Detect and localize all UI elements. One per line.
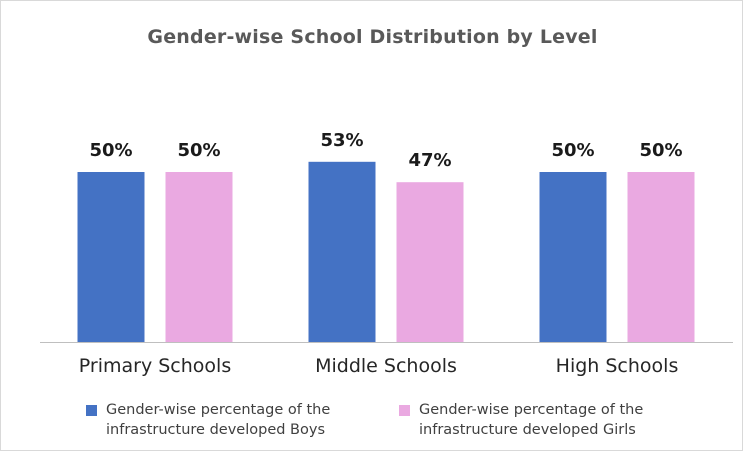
legend-label-girls: Gender-wise percentage of the infrastruc…: [419, 400, 643, 440]
category-label-1: Middle Schools: [315, 355, 457, 377]
data-label-girls-0: 50%: [177, 140, 220, 161]
legend-label-boys: Gender-wise percentage of the infrastruc…: [106, 400, 330, 440]
bar-girls-1: [396, 182, 464, 342]
chart-title: Gender-wise School Distribution by Level: [147, 26, 598, 48]
bar-boys-1: [308, 161, 376, 342]
data-label-boys-2: 50%: [551, 140, 594, 161]
legend-label-girls-line-2: infrastructure developed Girls: [419, 422, 636, 438]
legend-label-boys-line-1: Gender-wise percentage of the: [106, 402, 331, 418]
legend-swatch-girls: [399, 405, 410, 416]
category-label-0: Primary Schools: [79, 355, 231, 377]
data-label-girls-1: 47%: [408, 150, 451, 171]
data-label-girls-2: 50%: [639, 140, 682, 161]
bar-boys-0: [77, 172, 145, 342]
category-label-2: High Schools: [556, 355, 679, 377]
bar-girls-0: [165, 172, 233, 342]
bar-boys-2: [539, 172, 607, 342]
legend-label-girls-line-1: Gender-wise percentage of the: [419, 402, 644, 418]
bar-girls-2: [627, 172, 695, 342]
legend-label-boys-line-2: infrastructure developed Boys: [106, 422, 326, 438]
data-label-boys-1: 53%: [320, 130, 363, 151]
data-label-boys-0: 50%: [89, 140, 132, 161]
legend-swatch-boys: [86, 405, 97, 416]
